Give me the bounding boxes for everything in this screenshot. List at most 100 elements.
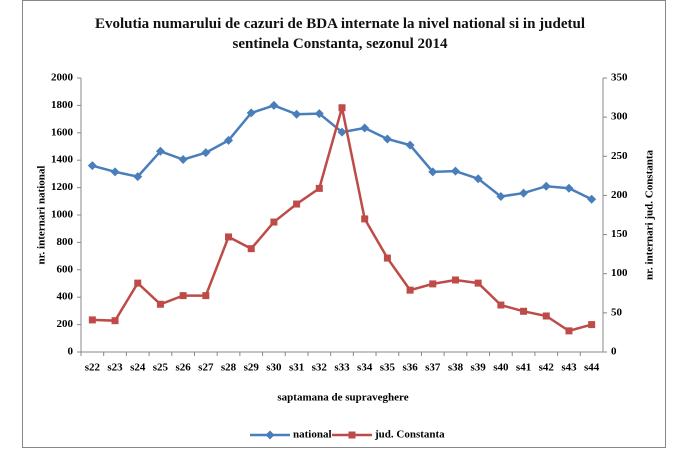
x-tick-label: s27 xyxy=(198,362,214,374)
data-point xyxy=(270,218,278,226)
data-point xyxy=(451,276,459,284)
data-point xyxy=(315,184,323,192)
y2-tick-label: 0 xyxy=(611,346,617,358)
data-point xyxy=(450,166,460,176)
data-point xyxy=(179,292,187,300)
y-tick-label: 800 xyxy=(57,236,74,248)
data-point xyxy=(314,109,324,119)
x-tick-label: s25 xyxy=(153,362,169,374)
x-tick-label: s38 xyxy=(448,362,464,374)
x-axis-label: saptamana de supraveghere xyxy=(277,392,408,404)
legend-label: national xyxy=(293,429,332,441)
data-point xyxy=(542,312,550,320)
data-point xyxy=(292,109,302,119)
y2-tick-label: 350 xyxy=(611,72,628,84)
data-point xyxy=(247,245,255,253)
data-point xyxy=(496,192,506,202)
data-point xyxy=(156,300,164,308)
data-point xyxy=(474,279,482,287)
x-tick-label: s39 xyxy=(471,362,487,374)
x-tick-label: s23 xyxy=(107,362,123,374)
legend-label: jud. Constanta xyxy=(374,429,445,441)
data-point xyxy=(361,215,369,223)
y2-tick-label: 300 xyxy=(611,111,628,123)
y-tick-label: 200 xyxy=(57,318,74,330)
y-tick-label: 0 xyxy=(68,346,74,358)
y2-tick-label: 200 xyxy=(611,189,628,201)
data-point xyxy=(110,167,120,177)
x-tick-label: s24 xyxy=(130,362,146,374)
data-point xyxy=(541,181,551,191)
y2-axis-label: nr. internari jud. Constanta xyxy=(644,149,656,280)
x-tick-label: s41 xyxy=(516,362,531,374)
x-tick-label: s40 xyxy=(493,362,509,374)
data-point xyxy=(88,316,96,324)
data-point xyxy=(588,321,596,329)
x-tick-label: s32 xyxy=(312,362,328,374)
data-point xyxy=(405,140,415,150)
y-tick-label: 1200 xyxy=(51,181,74,193)
data-point xyxy=(337,127,347,137)
data-point xyxy=(382,134,392,144)
x-tick-label: s37 xyxy=(425,362,441,374)
chart-title: Evolutia numarului de cazuri de BDA inte… xyxy=(94,16,586,52)
x-tick-label: s34 xyxy=(357,362,373,374)
x-tick-label: s35 xyxy=(380,362,396,374)
y2-tick-label: 250 xyxy=(611,150,628,162)
y-tick-label: 400 xyxy=(57,291,74,303)
y-tick-label: 2000 xyxy=(51,72,74,84)
y-tick-label: 1000 xyxy=(51,209,74,221)
data-point xyxy=(565,327,573,335)
data-point xyxy=(134,279,142,287)
legend-marker xyxy=(265,430,275,440)
data-point xyxy=(406,286,414,294)
data-point xyxy=(225,233,233,241)
x-tick-label: s44 xyxy=(584,362,600,374)
data-point xyxy=(338,104,346,112)
x-tick-label: s28 xyxy=(221,362,237,374)
data-point xyxy=(178,155,188,165)
data-point xyxy=(269,100,279,110)
data-point xyxy=(133,172,143,182)
x-tick-label: s33 xyxy=(334,362,350,374)
data-point xyxy=(519,188,529,198)
x-tick-label: s43 xyxy=(561,362,577,374)
data-point xyxy=(224,135,234,145)
x-tick-label: s36 xyxy=(402,362,418,374)
data-point xyxy=(564,183,574,193)
y2-tick-label: 150 xyxy=(611,228,628,240)
y-tick-label: 600 xyxy=(57,263,74,275)
y-tick-label: 1600 xyxy=(51,126,74,138)
y-tick-label: 1400 xyxy=(51,154,74,166)
x-tick-label: s42 xyxy=(539,362,555,374)
y2-tick-label: 100 xyxy=(611,267,628,279)
data-point xyxy=(383,254,391,262)
x-tick-label: s30 xyxy=(266,362,282,374)
x-tick-label: s26 xyxy=(175,362,191,374)
data-point xyxy=(111,317,119,325)
data-point xyxy=(201,148,211,158)
data-point xyxy=(473,174,483,184)
data-point xyxy=(520,307,528,315)
data-point xyxy=(155,146,165,156)
chart-frame xyxy=(22,0,666,448)
title-box: Evolutia numarului de cazuri de BDA inte… xyxy=(94,16,586,52)
data-point xyxy=(87,161,97,171)
x-tick-label: s31 xyxy=(289,362,304,374)
y-axis-label: nr. internari national xyxy=(36,166,48,265)
data-point xyxy=(246,108,256,118)
data-point xyxy=(293,200,301,208)
x-tick-label: s22 xyxy=(85,362,101,374)
data-point xyxy=(587,194,597,204)
data-point xyxy=(429,280,437,288)
data-point xyxy=(497,301,505,309)
x-tick-label: s29 xyxy=(244,362,260,374)
legend-marker xyxy=(348,431,356,439)
data-point xyxy=(360,123,370,133)
y2-tick-label: 50 xyxy=(611,306,623,318)
y-tick-label: 1800 xyxy=(51,99,74,111)
data-point xyxy=(428,167,438,177)
data-point xyxy=(202,292,210,300)
